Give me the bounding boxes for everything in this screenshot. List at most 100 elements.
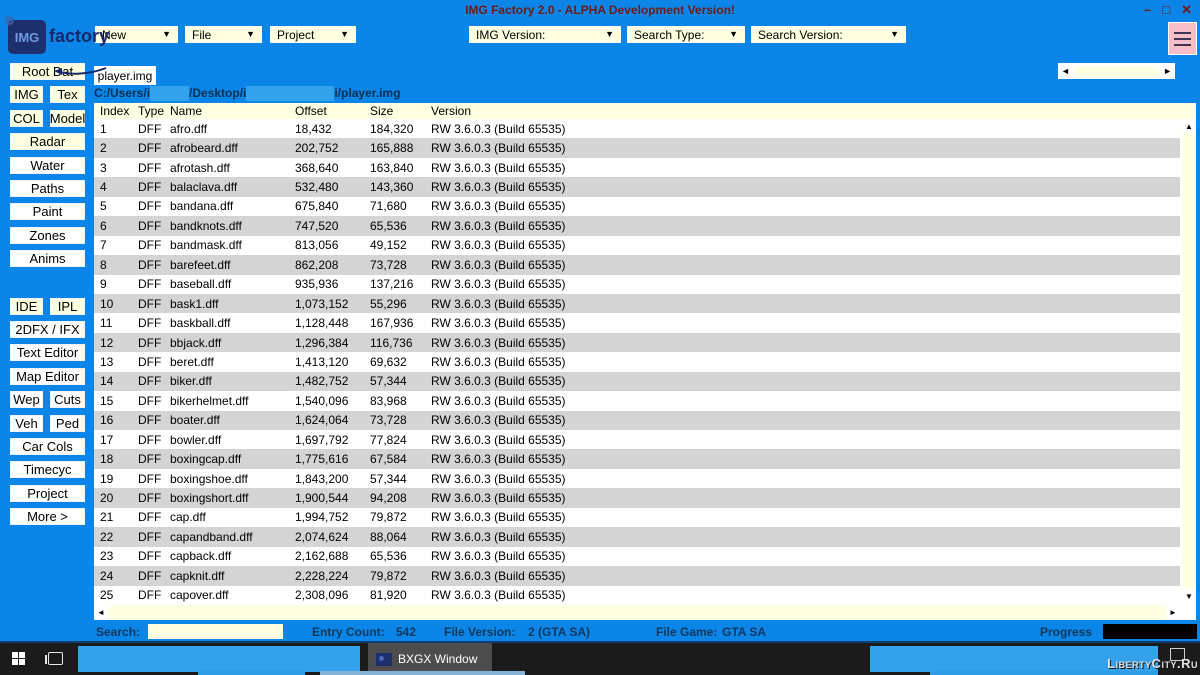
cell-index: 8 [100,257,107,272]
sidebar-button-timecyc[interactable]: Timecyc [10,461,85,479]
sidebar-button-cuts[interactable]: Cuts [50,391,85,409]
sidebar-button-col[interactable]: COL [10,109,43,127]
table-row[interactable]: 17 DFF bowler.dff 1,697,792 77,824 RW 3.6.0.3… [94,430,1180,450]
table-row[interactable]: 22 DFF capandband.dff 2,074,624 88,064 RW 3.6… [94,527,1180,547]
close-button[interactable]: ✕ [1181,2,1192,17]
sidebar-button-text-editor[interactable]: Text Editor [10,344,85,362]
sidebar-button-water[interactable]: Water [10,156,85,174]
table-row[interactable]: 25 DFF capover.dff 2,308,096 81,920 RW 3.6.0.… [94,585,1180,605]
search-input[interactable] [148,624,283,639]
cell-size: 57,344 [370,374,407,389]
table-row[interactable]: 14 DFF biker.dff 1,482,752 57,344 RW 3.6.0.3 … [94,371,1180,392]
sidebar-button-paint[interactable]: Paint [10,203,85,221]
cell-index: 3 [100,160,107,175]
column-header-name[interactable]: Name [170,104,203,118]
dropdown-search-version[interactable]: Search Version: ▼ [751,26,906,43]
task-view-icon[interactable] [45,652,63,665]
tab-scroll-track[interactable] [1073,66,1160,76]
cell-offset: 935,936 [295,277,339,292]
sidebar-button-ipl[interactable]: IPL [50,297,85,315]
cell-version: RW 3.6.0.3 (Build 65535) [431,529,566,544]
horizontal-scrollbar[interactable]: ◄ ► [94,605,1180,620]
dropdown-img-version[interactable]: IMG Version: ▼ [469,26,621,43]
sidebar-button-model[interactable]: Model [49,109,86,127]
table-body: 1 DFF afro.dff 18,432 184,320 RW 3.6.0.3 (Bui… [94,119,1180,605]
dropdown-search-type[interactable]: Search Type: ▼ [627,26,745,43]
column-header-version[interactable]: Version [431,104,472,118]
sidebar-button-radar[interactable]: Radar [10,133,85,151]
table-row[interactable]: 20 DFF boxingshort.dff 1,900,544 94,208 RW 3.… [94,488,1180,508]
taskbar-item-bxgx-window[interactable]: BXGX Window [368,643,492,675]
column-header-size[interactable]: Size [370,104,394,118]
sidebar-button-ped[interactable]: Ped [50,414,85,432]
table-row[interactable]: 3 DFF afrotash.dff 368,640 163,840 RW 3.6.0.3… [94,157,1180,178]
hamburger-menu-button[interactable] [1168,22,1197,55]
table-row[interactable]: 11 DFF baskball.dff 1,128,448 167,936 RW 3.6.… [94,313,1180,333]
sidebar-button-2dfx-ifx[interactable]: 2DFX / IFX [10,321,85,338]
sidebar-button-map-editor[interactable]: Map Editor [10,367,85,385]
sidebar-button-paths[interactable]: Paths [10,180,85,197]
sidebar-button-more[interactable]: More > [10,508,85,526]
scroll-right-icon[interactable]: ► [1166,605,1180,620]
search-label: Search: [96,625,141,639]
cell-name: bask1.dff [170,296,219,311]
table-row[interactable]: 5 DFF bandana.dff 675,840 71,680 RW 3.6.0.3 (… [94,196,1180,217]
sidebar-button-project[interactable]: Project [10,484,85,502]
cell-offset: 747,520 [295,218,339,233]
column-header-type[interactable]: Type [138,104,165,118]
table-row[interactable]: 10 DFF bask1.dff 1,073,152 55,296 RW 3.6.0.3 … [94,293,1180,314]
vertical-scrollbar[interactable]: ▲ ▼ [1182,119,1196,603]
minimize-button[interactable]: – [1144,2,1152,17]
sidebar-button-root-dat[interactable]: Root Dat [10,63,85,80]
sidebar-button-anims[interactable]: Anims [10,250,85,268]
table-row[interactable]: 7 DFF bandmask.dff 813,056 49,152 RW 3.6.0.3 … [94,235,1180,256]
sidebar-button-tex[interactable]: Tex [50,86,85,104]
column-header-offset[interactable]: Offset [295,104,327,118]
table-row[interactable]: 16 DFF boater.dff 1,624,064 73,728 RW 3.6.0.3… [94,410,1180,430]
scroll-left-icon[interactable]: ◄ [94,605,108,620]
show-desktop-button[interactable] [1170,648,1185,661]
table-row[interactable]: 15 DFF bikerhelmet.dff 1,540,096 83,968 RW 3.… [94,391,1180,411]
table-row[interactable]: 2 DFF afrobeard.dff 202,752 165,888 RW 3.6.0.… [94,138,1180,158]
table-row[interactable]: 8 DFF barefeet.dff 862,208 73,728 RW 3.6.0.3 … [94,255,1180,275]
start-button[interactable] [12,652,25,665]
sidebar-button-veh[interactable]: Veh [10,414,43,432]
cell-index: 4 [100,180,107,195]
table-row[interactable]: 19 DFF boxingshoe.dff 1,843,200 57,344 RW 3.6… [94,468,1180,489]
chevron-down-icon: ▼ [605,29,614,39]
dropdown-project[interactable]: Project ▼ [270,26,356,43]
table-row[interactable]: 12 DFF bbjack.dff 1,296,384 116,736 RW 3.6.0.… [94,332,1180,353]
table-row[interactable]: 18 DFF boxingcap.dff 1,775,616 67,584 RW 3.6.… [94,449,1180,469]
table-row[interactable]: 23 DFF capback.dff 2,162,688 65,536 RW 3.6.0.… [94,546,1180,567]
column-header-index[interactable]: Index [100,104,130,118]
tab-scroll-left-icon[interactable]: ◄ [1061,66,1070,76]
table-row[interactable]: 9 DFF baseball.dff 935,936 137,216 RW 3.6.0.3… [94,274,1180,294]
cell-type: DFF [138,160,162,175]
cell-name: afrobeard.dff [170,141,238,156]
table-row[interactable]: 24 DFF capknit.dff 2,228,224 79,872 RW 3.6.0.… [94,566,1180,586]
maximize-button[interactable]: □ [1162,2,1171,17]
scroll-down-icon[interactable]: ▼ [1182,589,1196,603]
table-row[interactable]: 21 DFF cap.dff 1,994,752 79,872 RW 3.6.0.3 (B… [94,507,1180,528]
tab-scroll-right-icon[interactable]: ► [1163,66,1172,76]
cell-index: 24 [100,568,114,583]
table-row[interactable]: 13 DFF beret.dff 1,413,120 69,632 RW 3.6.0.3 … [94,352,1180,372]
cell-version: RW 3.6.0.3 (Build 65535) [431,121,566,136]
scroll-up-icon[interactable]: ▲ [1182,119,1196,133]
sidebar-button-zones[interactable]: Zones [10,226,85,244]
cell-index: 6 [100,218,107,233]
path-segment: i/player.img [334,86,401,100]
sidebar-button-car-cols[interactable]: Car Cols [10,438,85,455]
sidebar-button-wep[interactable]: Wep [10,391,43,409]
table-row[interactable]: 6 DFF bandknots.dff 747,520 65,536 RW 3.6.0.3… [94,216,1180,236]
cell-name: boxingcap.dff [170,452,242,467]
table-row[interactable]: 1 DFF afro.dff 18,432 184,320 RW 3.6.0.3 (Bui… [94,119,1180,139]
tab-player-img[interactable]: player.img [94,66,156,85]
dropdown-file[interactable]: File ▼ [185,26,262,43]
cell-type: DFF [138,316,162,331]
sidebar-button-img[interactable]: IMG [10,86,43,104]
sidebar-button-ide[interactable]: IDE [10,297,43,315]
dropdown-new[interactable]: New ▼ [95,26,178,43]
table-row[interactable]: 4 DFF balaclava.dff 532,480 143,360 RW 3.6.0.… [94,177,1180,197]
cell-type: DFF [138,452,162,467]
